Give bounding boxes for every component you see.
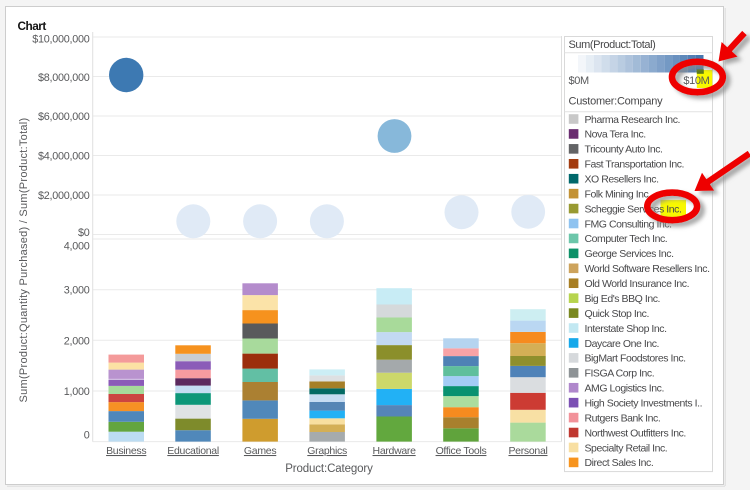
svg-text:$2,000,000: $2,000,000 (38, 190, 90, 202)
svg-text:4,000: 4,000 (64, 240, 90, 252)
svg-text:Specialty Retail Inc.: Specialty Retail Inc. (585, 442, 668, 454)
svg-text:$4,000,000: $4,000,000 (38, 150, 90, 162)
svg-text:Old World Insurance Inc.: Old World Insurance Inc. (585, 278, 690, 290)
svg-text:FMG Consulting Inc.: FMG Consulting Inc. (585, 218, 672, 230)
svg-text:Daycare One Inc.: Daycare One Inc. (585, 338, 660, 350)
svg-text:0: 0 (84, 430, 90, 442)
svg-text:Sum(Product:Quantity Purchased: Sum(Product:Quantity Purchased) / Sum(Pr… (18, 118, 30, 403)
svg-text:$0: $0 (78, 227, 90, 239)
svg-text:$0M: $0M (569, 75, 590, 87)
svg-text:Northwest Outfitters Inc.: Northwest Outfitters Inc. (585, 427, 686, 439)
svg-text:$10,000,000: $10,000,000 (32, 33, 90, 45)
svg-text:Educational: Educational (167, 445, 219, 457)
svg-text:Personal: Personal (508, 445, 547, 457)
svg-text:$8,000,000: $8,000,000 (38, 72, 90, 84)
svg-text:Customer:Company: Customer:Company (569, 96, 664, 108)
svg-text:FISGA Corp Inc.: FISGA Corp Inc. (585, 368, 655, 380)
svg-text:World Software Resellers Inc.: World Software Resellers Inc. (585, 263, 710, 275)
svg-text:Nova Tera Inc.: Nova Tera Inc. (585, 129, 646, 141)
svg-text:Computer Tech Inc.: Computer Tech Inc. (585, 233, 668, 245)
svg-text:3,000: 3,000 (64, 285, 90, 297)
svg-text:Graphics: Graphics (307, 445, 347, 457)
svg-text:Games: Games (244, 445, 276, 457)
svg-text:Interstate Shop Inc.: Interstate Shop Inc. (585, 323, 667, 335)
svg-text:Sum(Product:Total): Sum(Product:Total) (569, 39, 656, 51)
svg-text:Product:Category: Product:Category (285, 463, 373, 475)
svg-text:Quick Stop Inc.: Quick Stop Inc. (585, 308, 649, 320)
svg-text:BigMart Foodstores Inc.: BigMart Foodstores Inc. (585, 353, 686, 365)
svg-text:Scheggie Services Inc.: Scheggie Services Inc. (585, 203, 682, 215)
svg-text:Business: Business (106, 445, 146, 457)
svg-text:Hardware: Hardware (373, 445, 417, 457)
svg-text:Folk Mining Inc.: Folk Mining Inc. (585, 188, 651, 200)
svg-text:High Society Investments I..: High Society Investments I.. (585, 397, 703, 409)
svg-text:$10M: $10M (683, 75, 709, 87)
svg-text:2,000: 2,000 (64, 335, 90, 347)
svg-text:George Services Inc.: George Services Inc. (585, 248, 674, 260)
svg-text:Pharma Research Inc.: Pharma Research Inc. (585, 114, 680, 126)
svg-text:XO Resellers Inc.: XO Resellers Inc. (585, 174, 659, 186)
svg-text:AMG Logistics Inc.: AMG Logistics Inc. (585, 383, 664, 395)
svg-text:1,000: 1,000 (64, 386, 90, 398)
svg-text:Tricounty Auto Inc.: Tricounty Auto Inc. (585, 144, 663, 156)
svg-text:Rutgers Bank Inc.: Rutgers Bank Inc. (585, 412, 661, 424)
svg-text:Direct Sales Inc.: Direct Sales Inc. (585, 457, 654, 469)
svg-text:Big Ed's BBQ Inc.: Big Ed's BBQ Inc. (585, 293, 660, 305)
svg-text:Chart: Chart (18, 19, 47, 33)
svg-text:Office Tools: Office Tools (436, 445, 487, 457)
svg-text:$6,000,000: $6,000,000 (38, 111, 90, 123)
svg-text:Fast Transportation Inc.: Fast Transportation Inc. (585, 159, 685, 171)
